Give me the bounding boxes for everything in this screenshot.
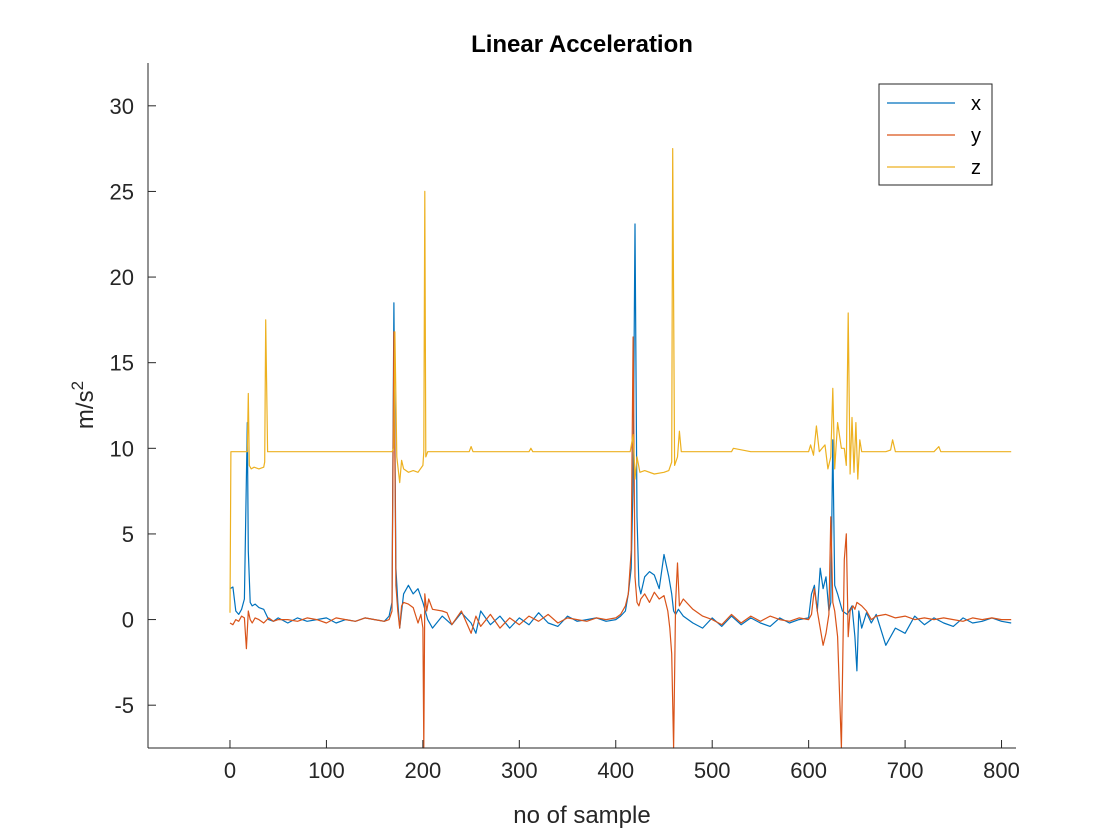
legend: xyz — [878, 83, 993, 186]
y-tick-label: 30 — [110, 94, 134, 119]
plot-area — [148, 63, 1016, 748]
y-tick-label: -5 — [114, 693, 134, 718]
x-tick-label: 700 — [887, 758, 924, 783]
x-axis-label: no of sample — [513, 802, 650, 829]
y-axis-label-base: m/s — [72, 390, 99, 429]
x-tick-label: 500 — [694, 758, 731, 783]
y-axis-label: m/s2 — [68, 381, 99, 429]
x-tick-label: 300 — [501, 758, 538, 783]
legend-label-z: z — [971, 157, 981, 179]
series-line-x — [229, 223, 1012, 672]
x-tick-label: 800 — [983, 758, 1020, 783]
y-tick-label: 0 — [122, 608, 134, 633]
series-line-z — [229, 148, 1012, 613]
y-tick-label: 10 — [110, 436, 134, 461]
legend-entries: xyz — [887, 93, 981, 179]
y-tick-label: 15 — [110, 351, 134, 376]
x-tick-label: 400 — [597, 758, 634, 783]
x-tick-label: 100 — [308, 758, 345, 783]
x-tick-label: 0 — [224, 758, 236, 783]
y-tick-label: 25 — [110, 179, 134, 204]
x-tick-label: 600 — [790, 758, 827, 783]
axes-layer — [147, 63, 1016, 749]
y-axis-label-superscript: 2 — [68, 381, 87, 390]
legend-label-x: x — [971, 93, 981, 115]
y-tick-label: 20 — [110, 265, 134, 290]
legend-label-y: y — [971, 125, 981, 147]
x-tick-label: 200 — [405, 758, 442, 783]
chart-title: Linear Acceleration — [471, 31, 693, 58]
y-axis-ticks: -5 0 5 10 15 20 25 30 — [110, 94, 156, 718]
series-line-y — [229, 331, 1012, 749]
y-tick-label: 5 — [122, 522, 134, 547]
series-layer — [229, 148, 1012, 749]
x-axis-ticks: 0 100 200 300 400 500 600 700 800 — [224, 740, 1020, 783]
